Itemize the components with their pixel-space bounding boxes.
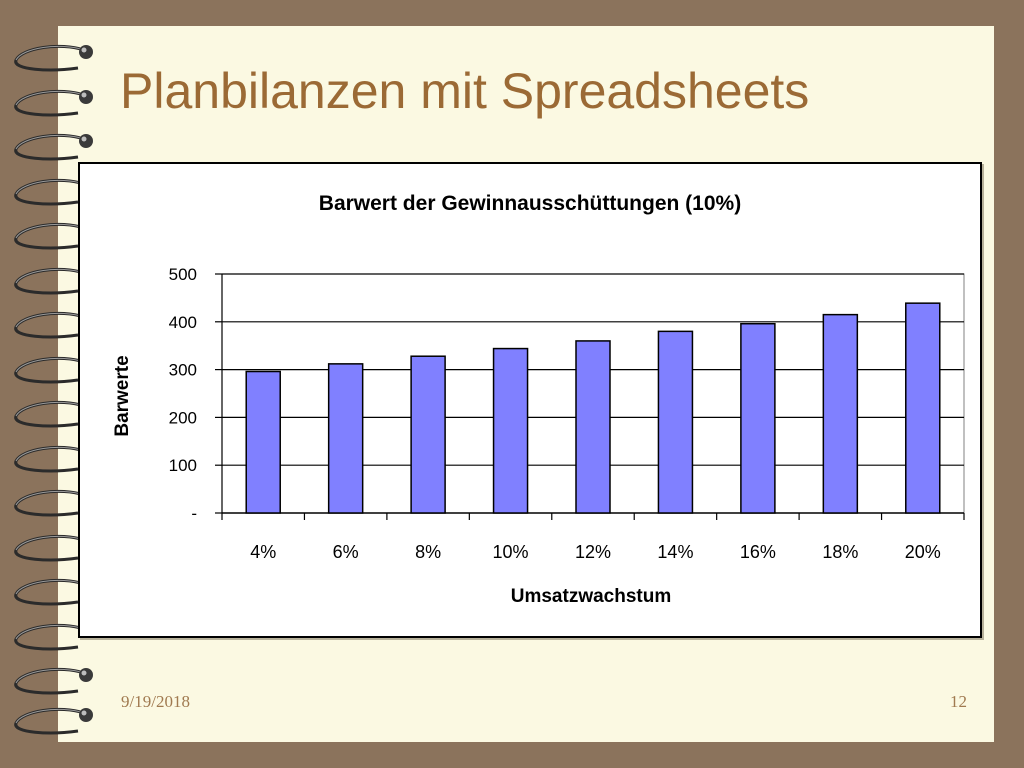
bar xyxy=(410,355,446,514)
bar xyxy=(245,370,281,514)
binding-ring xyxy=(14,89,93,117)
y-tick-label: 100 xyxy=(169,456,197,475)
footer-date: 9/19/2018 xyxy=(121,692,190,711)
chart-container: Barwert der Gewinnausschüttungen (10%) B… xyxy=(78,162,982,638)
x-tick-label: 18% xyxy=(822,542,858,562)
x-tick-label: 4% xyxy=(250,542,276,562)
x-tick-label: 20% xyxy=(905,542,941,562)
slide-title: Planbilanzen mit Spreadsheets xyxy=(120,63,810,119)
x-tick-label: 12% xyxy=(575,542,611,562)
binding-ring xyxy=(14,707,93,735)
x-tick-label: 6% xyxy=(333,542,359,562)
y-tick-label: - xyxy=(191,504,197,523)
bar xyxy=(575,340,611,514)
bar-chart: Barwert der Gewinnausschüttungen (10%) B… xyxy=(112,192,965,607)
bar xyxy=(327,363,364,514)
bar xyxy=(492,347,529,514)
binding-ring xyxy=(14,133,93,161)
footer-page-number: 12 xyxy=(950,692,967,711)
x-axis-label: Umsatzwachstum xyxy=(511,586,672,607)
y-tick-label: 200 xyxy=(169,408,197,427)
y-axis-label: Barwerte xyxy=(112,355,133,436)
x-tick-label: 16% xyxy=(740,542,776,562)
y-tick-label: 500 xyxy=(169,265,197,284)
bar xyxy=(822,313,859,514)
x-tick-label: 8% xyxy=(415,542,441,562)
chart-title: Barwert der Gewinnausschüttungen (10%) xyxy=(319,192,741,215)
y-tick-label: 400 xyxy=(169,313,197,332)
bar xyxy=(657,330,694,514)
y-tick-label: 300 xyxy=(169,361,197,380)
bar xyxy=(740,322,776,514)
binding-ring xyxy=(14,667,93,695)
binding-ring xyxy=(14,44,93,72)
x-tick-label: 10% xyxy=(493,542,529,562)
x-tick-label: 14% xyxy=(657,542,693,562)
bar xyxy=(905,302,941,514)
